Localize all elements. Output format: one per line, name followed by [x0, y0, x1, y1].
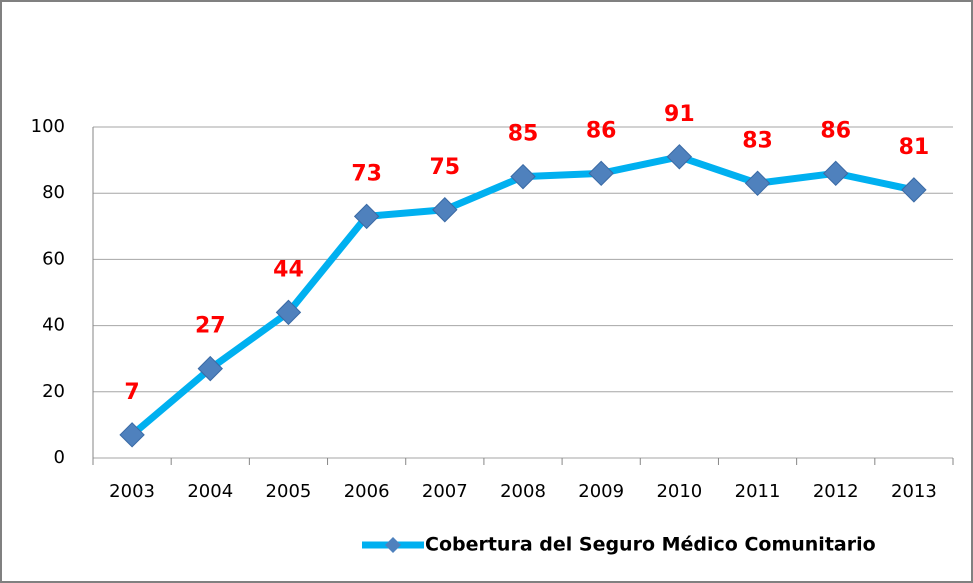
legend-marker	[385, 537, 401, 553]
data-marker	[666, 144, 693, 170]
data-marker	[275, 299, 302, 326]
x-tick-label: 2006	[344, 481, 390, 502]
data-marker	[432, 197, 458, 223]
data-marker	[901, 177, 927, 203]
x-tick-label: 2012	[813, 481, 859, 502]
y-tick-label: 60	[42, 248, 65, 269]
data-label: 75	[430, 155, 461, 180]
x-tick-label: 2007	[422, 481, 468, 502]
x-tick-label: 2004	[187, 481, 233, 502]
data-marker	[744, 170, 771, 196]
y-tick-label: 20	[42, 381, 65, 402]
data-label: 81	[899, 135, 930, 160]
data-label: 86	[820, 118, 851, 143]
data-label: 86	[586, 118, 617, 143]
data-label: 85	[508, 122, 539, 147]
x-tick-label: 2013	[891, 481, 937, 502]
y-tick-label: 100	[31, 116, 65, 137]
y-tick-label: 0	[54, 447, 65, 468]
data-label: 27	[195, 314, 226, 339]
x-tick-label: 2011	[735, 481, 781, 502]
y-tick-label: 80	[42, 182, 65, 203]
data-label: 83	[742, 128, 773, 153]
data-label: 91	[664, 102, 695, 127]
y-tick-label: 40	[42, 315, 65, 336]
data-marker	[510, 163, 536, 190]
x-tick-label: 2003	[109, 481, 155, 502]
data-marker	[353, 203, 380, 230]
x-tick-label: 2009	[578, 481, 624, 502]
data-label: 73	[351, 161, 382, 186]
data-marker	[197, 355, 223, 382]
data-marker	[119, 422, 145, 448]
data-label: 44	[273, 257, 304, 282]
data-label: 7	[124, 380, 139, 405]
x-tick-label: 2008	[500, 481, 546, 502]
data-marker	[823, 160, 849, 187]
x-tick-label: 2005	[266, 481, 312, 502]
x-tick-label: 2010	[656, 481, 702, 502]
legend-label: Cobertura del Seguro Médico Comunitario	[425, 534, 876, 556]
data-marker	[588, 160, 614, 187]
